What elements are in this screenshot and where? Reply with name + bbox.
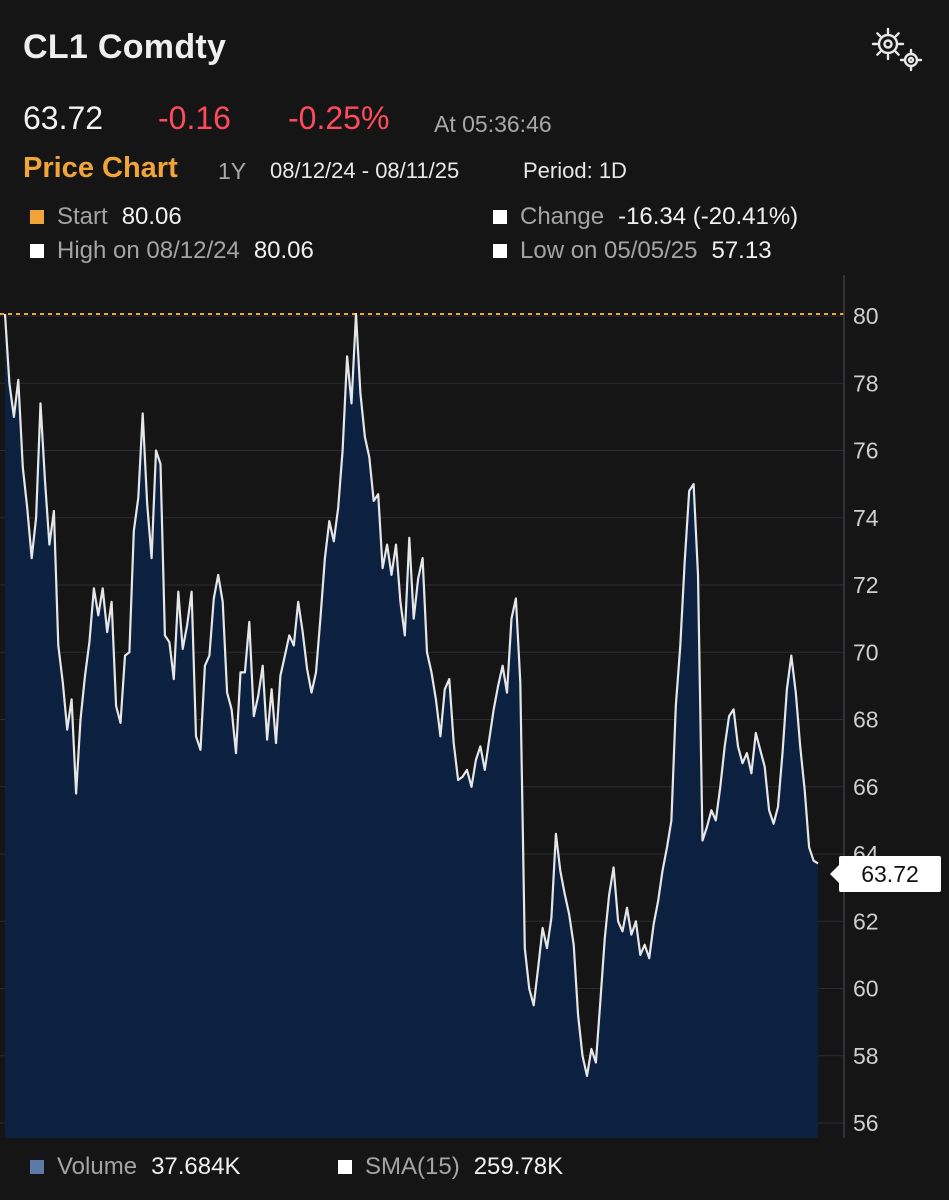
stat-high: High on 08/12/24 80.06: [30, 237, 314, 265]
y-tick-label: 74: [853, 505, 879, 531]
y-tick-label: 66: [853, 774, 879, 800]
stat-change: Change -16.34 (-20.41%): [493, 203, 798, 231]
stat-low-value: 57.13: [711, 237, 772, 264]
period-label: Period: 1D: [523, 158, 627, 183]
y-tick-label: 72: [853, 572, 879, 598]
chart-title: Price Chart: [23, 152, 178, 184]
price-area: [5, 314, 818, 1138]
range-selector[interactable]: 1Y: [218, 158, 247, 184]
y-tick-label: 62: [853, 908, 879, 934]
y-tick-label: 70: [853, 639, 879, 665]
change-marker-icon: [493, 210, 507, 224]
y-tick-label: 78: [853, 370, 879, 396]
price-change-percent: -0.25%: [288, 100, 390, 136]
y-tick-label: 80: [853, 303, 879, 329]
last-price: 63.72: [23, 100, 104, 136]
gear-icon[interactable]: [870, 26, 926, 72]
stat-low: Low on 05/05/25 57.13: [493, 237, 772, 265]
volume-label: Volume: [57, 1153, 138, 1180]
sma-label: SMA(15): [365, 1153, 460, 1180]
y-tick-label: 58: [853, 1043, 879, 1069]
stat-start-label: Start: [57, 203, 108, 230]
price-change: -0.16: [158, 100, 231, 136]
stat-change-label: Change: [520, 203, 605, 230]
sma-value: 259.78K: [473, 1153, 564, 1180]
volume-marker-icon: [30, 1160, 44, 1174]
y-tick-label: 56: [853, 1110, 879, 1136]
y-tick-label: 76: [853, 438, 879, 464]
stat-high-value: 80.06: [253, 237, 314, 264]
sma-marker-icon: [338, 1160, 352, 1174]
stat-start-value: 80.06: [121, 203, 182, 230]
price-line: [3, 312, 819, 1077]
start-marker-icon: [30, 210, 44, 224]
stat-change-value: -16.34 (-20.41%): [618, 203, 799, 230]
current-price-tag: 63.72: [830, 856, 941, 892]
y-tick-label: 60: [853, 976, 879, 1002]
y-tick-label: 68: [853, 707, 879, 733]
date-range: 08/12/24 - 08/11/25: [270, 158, 460, 183]
timestamp: At 05:36:46: [434, 111, 552, 137]
page-title: CL1 Comdty: [23, 28, 227, 66]
stat-low-label: Low on 05/05/25: [520, 237, 698, 264]
high-marker-icon: [30, 244, 44, 258]
low-marker-icon: [493, 244, 507, 258]
volume-legend: Volume 37.684K: [30, 1153, 240, 1181]
stat-start: Start 80.06: [30, 203, 182, 231]
stat-high-label: High on 08/12/24: [57, 237, 240, 264]
sma-legend: SMA(15) 259.78K: [338, 1153, 563, 1181]
volume-value: 37.684K: [151, 1153, 241, 1180]
